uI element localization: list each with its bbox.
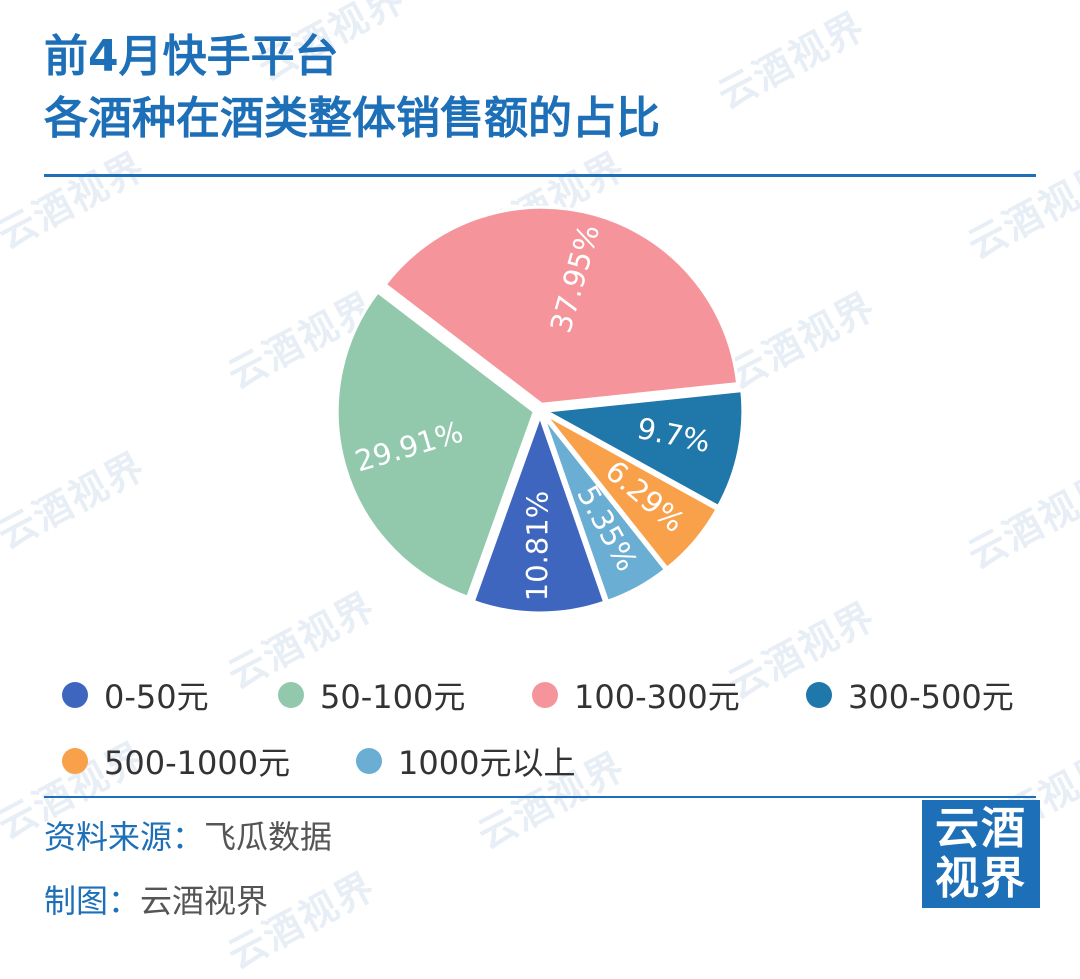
legend-label: 0-50元	[104, 678, 209, 716]
pie-slice	[541, 414, 668, 604]
pie-slice	[383, 205, 740, 406]
legend-item: 0-50元	[62, 672, 209, 718]
maker-value: 云酒视界	[140, 882, 269, 920]
pie-slice	[471, 411, 607, 615]
logo-line1: 云酒	[935, 803, 1027, 854]
maker-key: 制图：	[44, 882, 141, 920]
chart-title: 前4月快手平台 各酒种在酒类整体销售额的占比	[44, 26, 660, 150]
legend-label: 100-300元	[574, 678, 740, 716]
source-line: 资料来源：飞瓜数据	[44, 812, 332, 858]
legend-swatch	[532, 682, 558, 708]
source-key: 资料来源：	[44, 818, 205, 856]
legend-swatch	[278, 682, 304, 708]
legend-label: 50-100元	[320, 678, 466, 716]
legend-swatch	[62, 682, 88, 708]
pie-slice	[335, 289, 537, 600]
pie-slice	[540, 388, 745, 509]
legend-label: 300-500元	[848, 678, 1014, 716]
slice-data-label: 10.81%	[520, 491, 555, 602]
legend-label: 500-1000元	[104, 744, 291, 782]
legend-item: 1000元以上	[356, 738, 575, 784]
maker-line: 制图：云酒视界	[44, 876, 268, 922]
legend-item: 500-1000元	[62, 738, 290, 784]
legend-swatch	[62, 748, 88, 774]
legend-swatch	[356, 748, 382, 774]
logo-line2: 视界	[935, 853, 1027, 904]
legend-item: 50-100元	[278, 672, 465, 718]
chart-title-line1: 前4月快手平台	[44, 31, 339, 82]
pie-chart: 37.95%9.7%6.29%5.35%10.81%29.91%	[335, 205, 745, 615]
watermark: 云酒视界	[710, 3, 873, 118]
brand-logo: 云酒 视界	[922, 800, 1040, 908]
title-divider	[44, 174, 1036, 177]
legend-item: 300-500元	[806, 672, 1014, 718]
chart-title-line2: 各酒种在酒类整体销售额的占比	[44, 93, 660, 144]
legend-item: 100-300元	[532, 672, 740, 718]
pie-slice	[543, 412, 720, 571]
source-value: 飞瓜数据	[204, 818, 333, 856]
footer-divider	[44, 796, 1036, 798]
legend-swatch	[806, 682, 832, 708]
legend-label: 1000元以上	[398, 744, 576, 782]
